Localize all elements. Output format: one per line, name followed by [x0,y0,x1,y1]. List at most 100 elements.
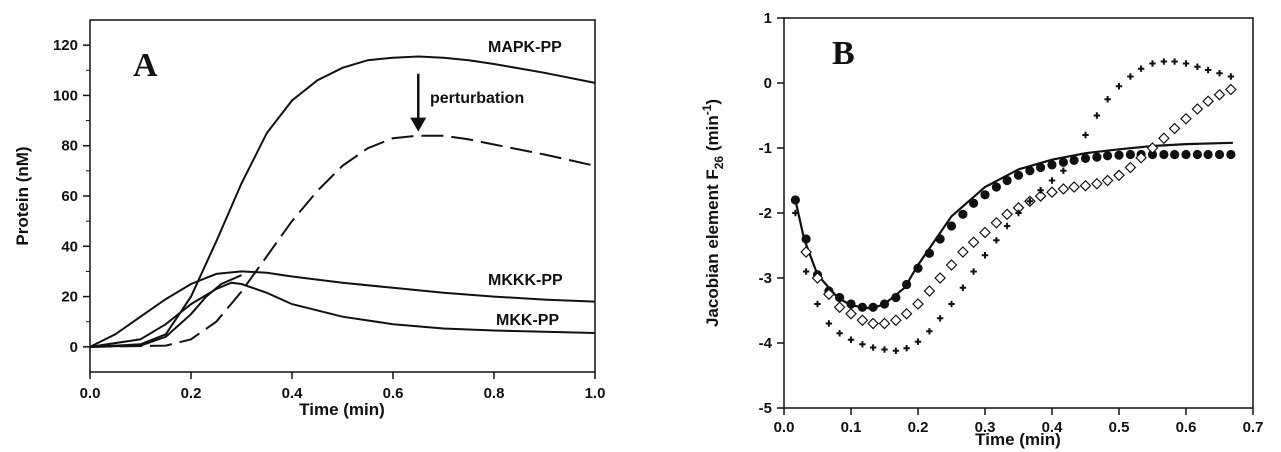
point-filled-circle [835,292,845,303]
x-tick-label: 0.0 [774,419,795,436]
panel-b-x-label: Time (min) [975,430,1061,449]
point-plus [970,268,977,275]
point-plus [792,209,799,217]
point-plus [1204,66,1212,74]
point-open-diamond [833,301,846,314]
point-plus [1194,63,1201,70]
y-tick-label: 60 [61,188,78,205]
point-open-diamond [912,298,924,310]
series-line [89,274,242,348]
point-filled-circle [1114,150,1124,160]
point-open-diamond [1068,181,1080,193]
point-filled-circle [891,292,901,303]
series-label-mkkk-pp: MKKK-PP [488,272,563,289]
point-open-diamond [1001,208,1013,221]
point-filled-circle [1013,170,1024,180]
y-tick-label: -1 [759,140,772,157]
point-open-diamond [1168,122,1181,135]
point-filled-circle [846,299,856,309]
point-filled-circle [1159,149,1169,160]
point-plus [959,284,967,291]
point-open-diamond [1191,103,1204,115]
y-tick-label: -3 [759,270,772,287]
panel-a-letter: A [133,47,158,84]
point-open-diamond [845,307,857,320]
point-open-diamond [1146,142,1159,154]
point-plus [847,336,855,343]
point-filled-circle [879,299,890,309]
x-tick-label: 0.5 [1109,419,1130,436]
point-filled-circle [1092,152,1102,162]
point-open-diamond [1213,88,1226,101]
point-plus [1127,73,1134,80]
point-filled-circle [857,302,867,312]
point-plus [903,345,910,352]
point-plus [1048,177,1056,184]
x-tick-label: 0.7 [1243,419,1264,436]
series-line [89,134,596,348]
point-open-diamond [945,259,958,271]
x-tick-label: 0.2 [181,385,202,402]
point-filled-circle [1025,166,1035,176]
point-filled-circle [991,182,1001,192]
y-tick-label: 80 [61,138,78,155]
y-label-unit: (min [703,115,722,156]
x-tick-label: 0.2 [908,419,929,436]
point-filled-circle [1170,149,1180,160]
panel-a-y-axis: 0 20 40 60 80 100 120 [53,37,90,356]
point-plus [981,252,989,259]
x-tick-label: 0.1 [841,419,862,436]
point-open-diamond [867,317,879,330]
panel-b-x-axis: 0.0 0.1 0.2 0.3 0.4 0.5 0.6 0.7 [774,408,1264,436]
point-filled-circle [1214,149,1225,160]
y-tick-label: 100 [53,87,78,104]
panel-b-series [790,58,1237,354]
point-filled-circle [935,234,945,244]
point-plus [1216,70,1223,77]
x-tick-label: 0.4 [1042,419,1064,436]
y-tick-label: -2 [759,205,772,222]
y-tick-label: 1 [764,10,772,27]
point-filled-circle [913,263,923,273]
point-open-diamond [934,272,946,284]
point-plus [1093,112,1101,119]
point-plus [869,344,877,351]
series-line-mkk-pp [89,281,596,348]
point-filled-circle [1125,149,1135,160]
panel-b-y-label: Jacobian element F26 (min-1) [700,99,726,327]
point-plus [814,300,821,308]
x-tick-label: 0.8 [484,385,505,402]
point-plus [1227,73,1235,80]
panel-a-x-label: Time (min) [299,400,385,419]
point-filled-circle [1147,149,1158,160]
point-open-diamond [878,317,891,330]
point-plus [1160,58,1168,65]
point-plus [1149,60,1156,67]
point-filled-circle [958,209,968,219]
panel-a-chart: 0.0 0.2 0.4 0.6 0.8 1.0 0 20 40 60 80 100 120 A Tim… [13,19,605,419]
point-filled-circle [1058,157,1068,167]
arrow-head [410,117,427,132]
point-plus [936,315,944,322]
point-plus [1060,167,1067,174]
point-plus [1037,187,1044,194]
point-plus [993,237,1000,244]
point-open-diamond [957,246,969,258]
point-plus [836,330,843,337]
point-plus [1104,96,1111,103]
point-filled-circle [902,279,912,290]
point-plus [914,338,922,345]
point-open-diamond [1124,161,1137,174]
point-plus [1137,65,1145,72]
point-filled-circle [1181,149,1191,160]
point-open-diamond [967,236,980,249]
y-tick-label: 40 [61,238,78,255]
panel-b-letter: B [832,35,855,72]
point-filled-circle [1203,149,1213,160]
y-tick-label: -5 [759,400,772,417]
point-plus [1003,222,1011,230]
point-open-diamond [1202,95,1214,108]
series-label-mkk-pp: MKK-PP [496,312,559,329]
point-open-diamond [1113,169,1125,182]
